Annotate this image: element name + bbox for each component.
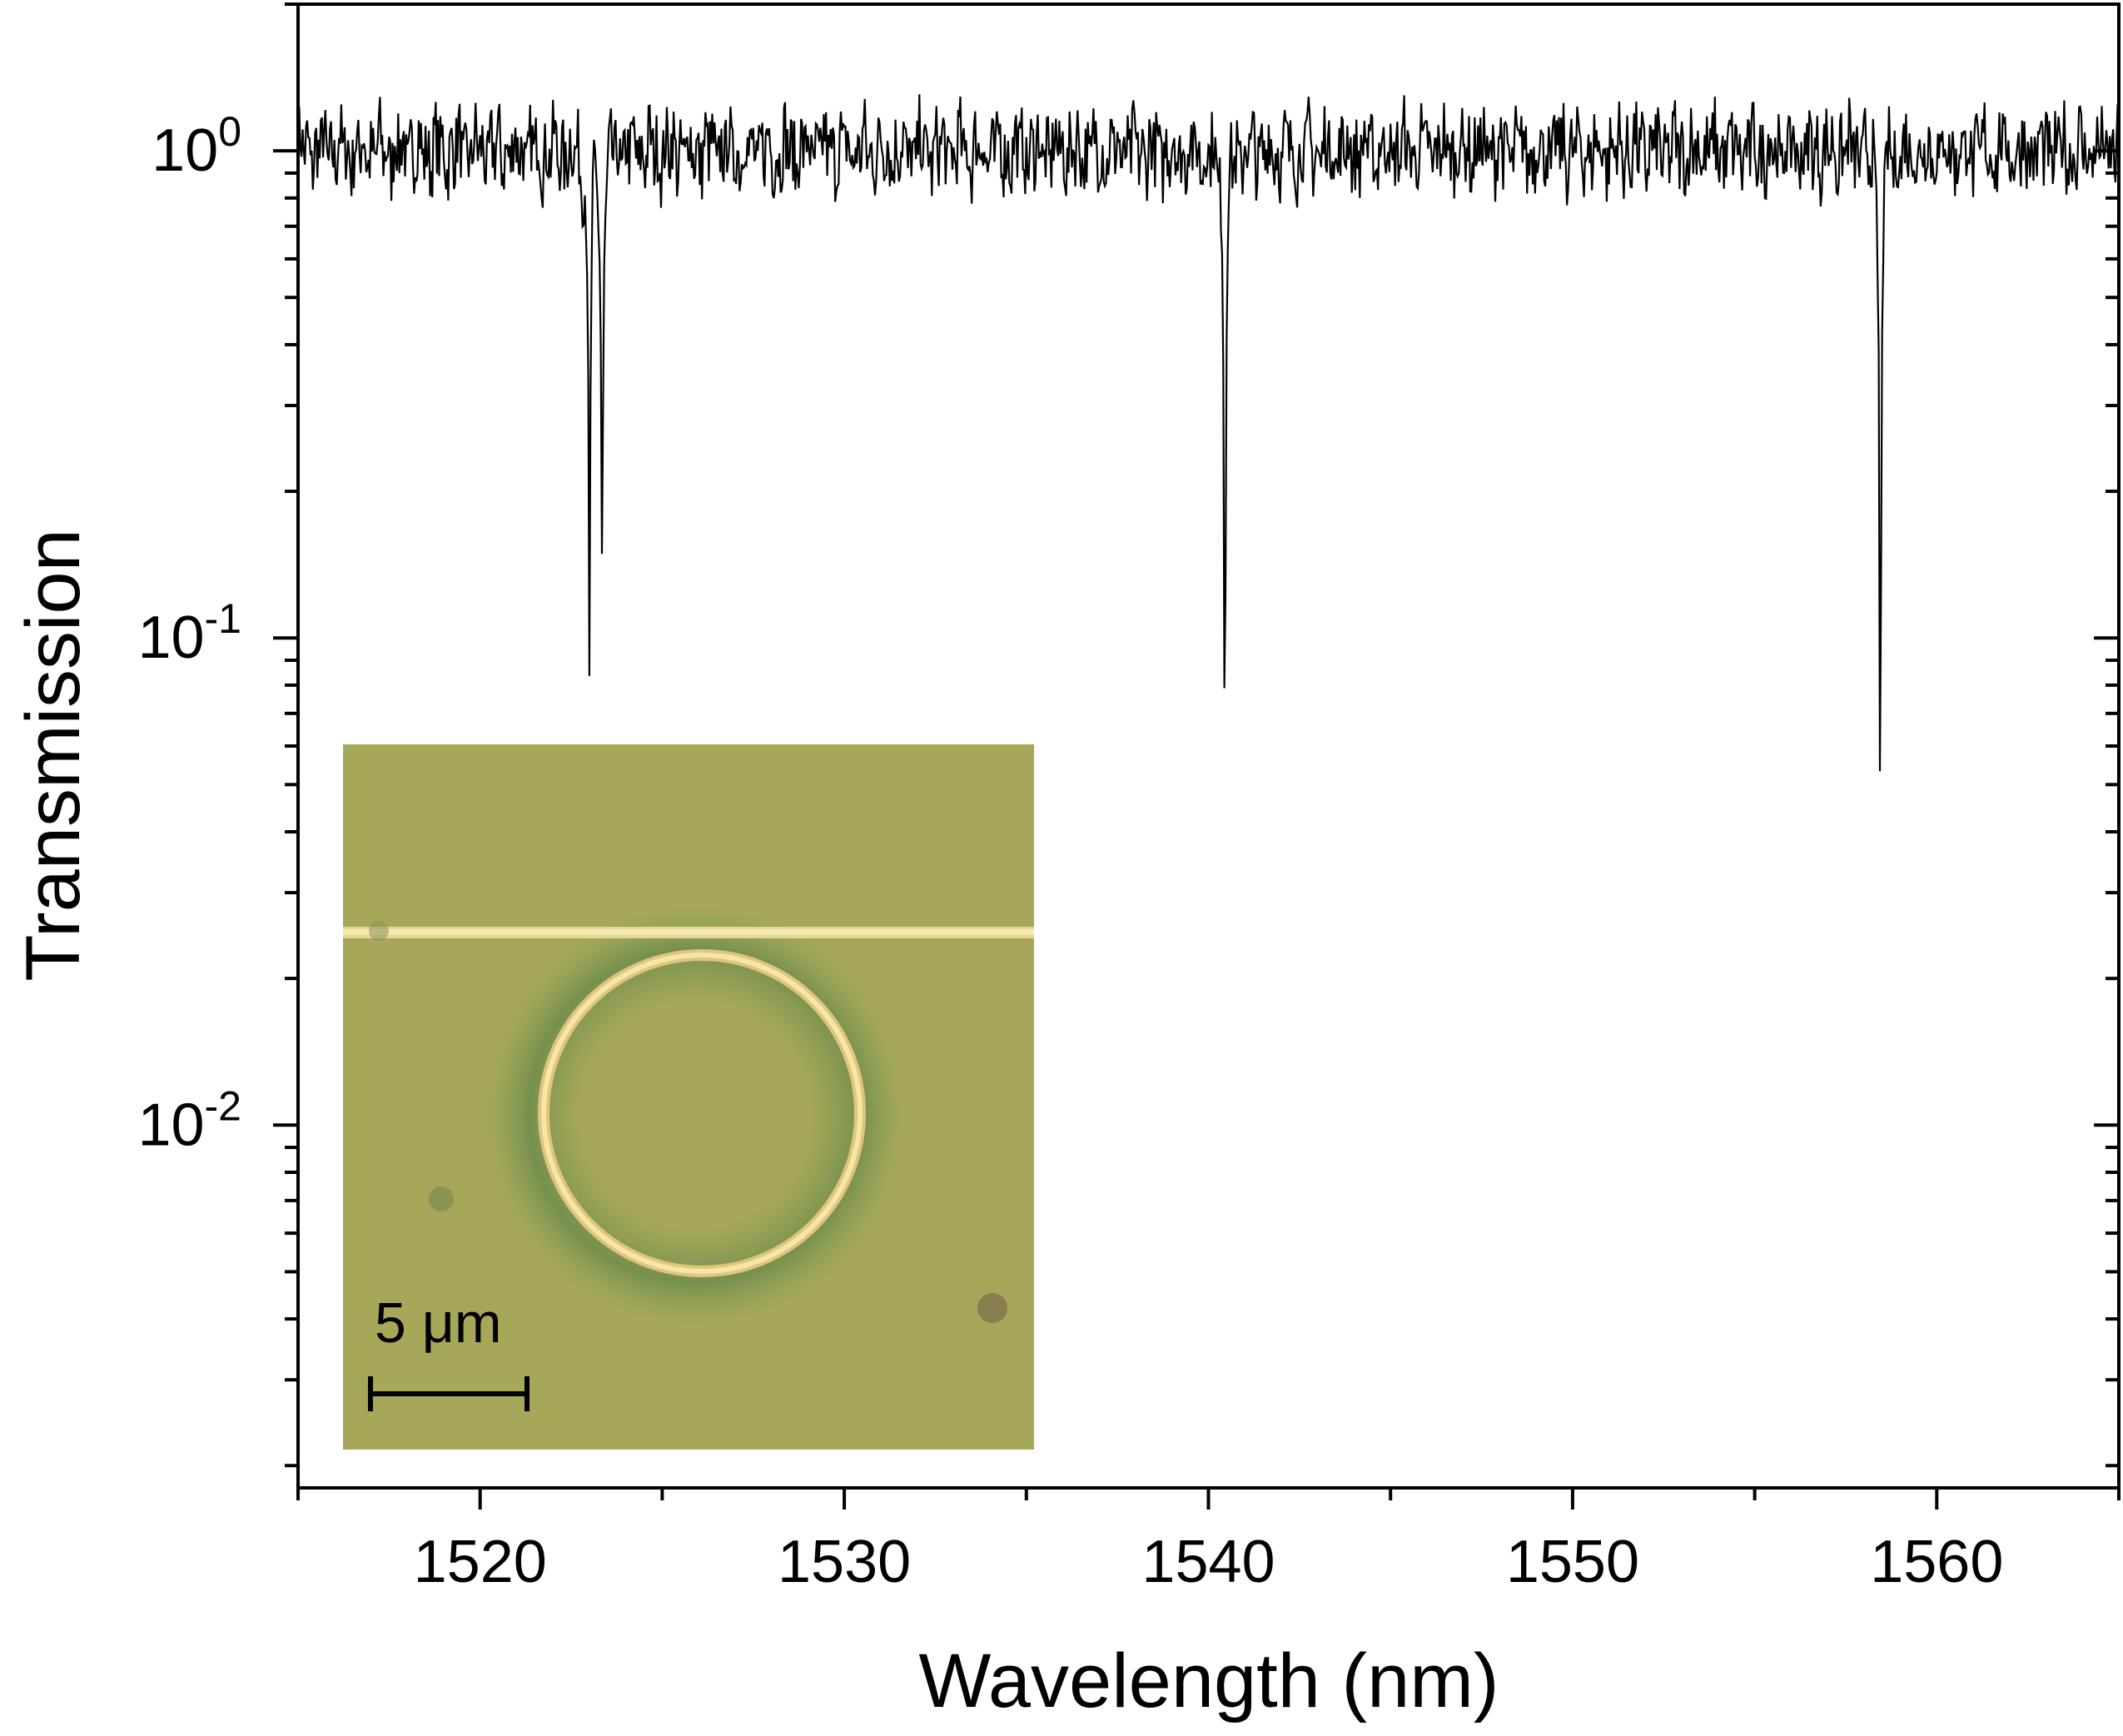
transmission-series-line [298,94,2119,772]
x-axis-title: Wavelength (nm) [918,1639,1499,1724]
x-tick-label: 1540 [1141,1529,1275,1595]
y-tick-label: 100 [152,108,241,184]
y-axis-title: Transmission [11,529,96,982]
x-tick-label: 1530 [778,1529,911,1595]
scale-bar-label: 5 μm [375,1291,502,1355]
x-axis: 1520 1530 1540 1550 1560 [296,1488,2121,1595]
x-tick-label: 1560 [1870,1529,2003,1595]
y-tick-label: 10-2 [137,1082,241,1158]
x-tick-label: 1550 [1506,1529,1639,1595]
x-tick-label: 1520 [414,1529,547,1595]
y-tick-label: 10-1 [137,595,241,671]
inset-micrograph: 5 μm [343,744,1034,1450]
